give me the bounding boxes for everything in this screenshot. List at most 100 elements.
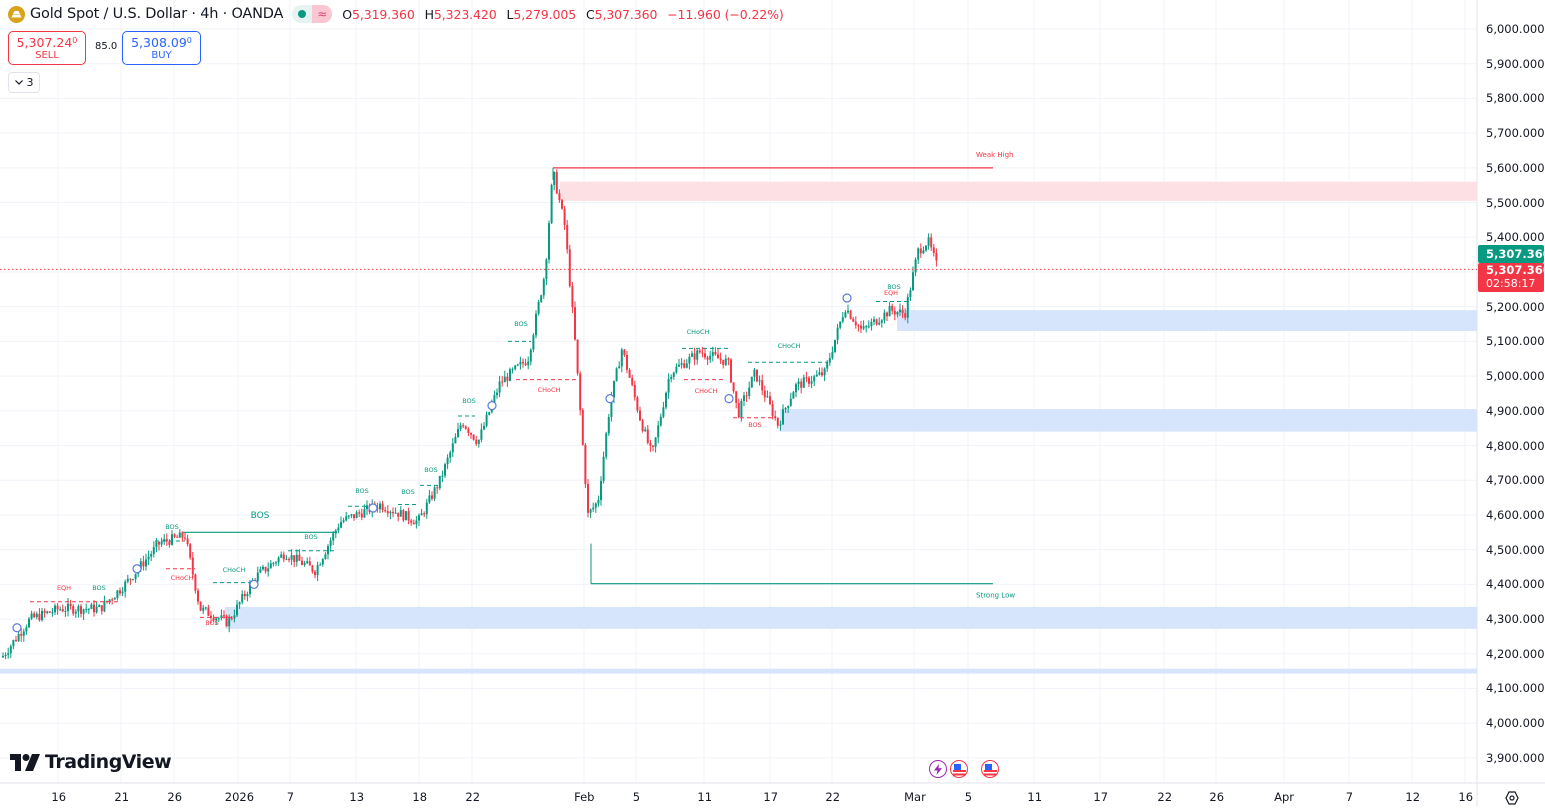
price-axis-label: 4,800.000 xyxy=(1486,438,1545,453)
time-axis-label: 21 xyxy=(114,790,130,804)
time-axis-label: Mar xyxy=(904,790,926,804)
sell-button[interactable]: 5,307.240 SELL xyxy=(8,31,86,65)
structure-label: CHoCH xyxy=(538,386,561,394)
tradingview-logo[interactable]: TradingView xyxy=(10,751,172,773)
structure-label: BOS xyxy=(887,283,901,291)
price-axis-label: 4,900.000 xyxy=(1486,403,1545,418)
demand-zone xyxy=(897,310,1477,331)
symbol-title[interactable]: Gold Spot / U.S. Dollar · 4h · OANDA xyxy=(30,6,284,22)
demand-zone xyxy=(0,668,1477,674)
supply-zone xyxy=(560,181,1477,201)
time-axis-label: 22 xyxy=(825,790,841,804)
swing-point-marker xyxy=(842,293,852,303)
price-axis-label: 5,200.000 xyxy=(1486,299,1545,314)
structure-label: BOS xyxy=(205,619,219,627)
time-axis-label: 22 xyxy=(1157,790,1173,804)
structure-label: BOS xyxy=(165,523,179,531)
structure-label: BOS xyxy=(355,487,369,495)
time-axis-label: 13 xyxy=(349,790,365,804)
time-axis-label: 11 xyxy=(697,790,713,804)
time-axis-label: 11 xyxy=(1027,790,1043,804)
price-axis-label: 4,600.000 xyxy=(1486,507,1545,522)
structure-label: EQH xyxy=(57,584,71,592)
demand-zone xyxy=(225,606,1477,629)
us-event-flag-icon[interactable] xyxy=(950,760,968,778)
bid-price-tag: 5,307.360 02:58:17 xyxy=(1478,263,1545,292)
indicators-toggle-button[interactable]: 3 xyxy=(8,72,40,93)
swing-point-marker xyxy=(12,623,22,633)
tradingview-logo-icon xyxy=(10,753,40,771)
time-axis-label: 17 xyxy=(1093,790,1109,804)
swing-point-marker xyxy=(132,564,142,574)
demand-zone xyxy=(780,409,1477,432)
time-axis-label: Apr xyxy=(1274,790,1294,804)
time-axis-label: 12 xyxy=(1405,790,1421,804)
swing-point-marker xyxy=(605,394,615,404)
market-status-pill[interactable]: ≈ xyxy=(292,5,333,23)
price-axis-label: 4,000.000 xyxy=(1486,716,1545,731)
us-event-flag-icon[interactable] xyxy=(981,760,999,778)
structure-label: BOS xyxy=(748,421,762,429)
chevron-down-icon xyxy=(14,80,23,85)
structure-label: BOS xyxy=(424,466,438,474)
time-axis-label: 5 xyxy=(632,790,641,804)
price-axis-label: 4,100.000 xyxy=(1486,681,1545,696)
event-lightning-icon[interactable] xyxy=(929,760,947,778)
price-axis-label: 5,600.000 xyxy=(1486,160,1545,175)
time-axis-label: 17 xyxy=(763,790,779,804)
structure-label: CHoCH xyxy=(223,566,246,574)
delayed-data-icon: ≈ xyxy=(312,5,333,23)
time-axis-label: 16 xyxy=(51,790,67,804)
time-axis-label: 5 xyxy=(964,790,973,804)
bar-countdown: 02:58:17 xyxy=(1486,277,1536,290)
gold-symbol-icon xyxy=(8,5,25,23)
price-axis-label: 4,200.000 xyxy=(1486,646,1545,661)
time-axis-label: 26 xyxy=(1209,790,1225,804)
swing-point-marker xyxy=(368,503,378,513)
structure-label: BOS xyxy=(514,320,528,328)
swing-point-marker xyxy=(487,401,497,411)
structure-label: CHoCH xyxy=(778,342,801,350)
price-axis-label: 5,400.000 xyxy=(1486,230,1545,245)
time-axis-label: 26 xyxy=(167,790,183,804)
last-price-tag: 5,307.360 xyxy=(1478,245,1545,263)
candles xyxy=(2,169,938,660)
structure-label: CHoCH xyxy=(687,328,710,336)
price-axis-label: 4,400.000 xyxy=(1486,577,1545,592)
level-label: Strong Low xyxy=(976,592,1015,600)
time-axis-label: Feb xyxy=(574,790,595,804)
level-label: Weak High xyxy=(976,151,1013,159)
price-axis-label: 5,100.000 xyxy=(1486,334,1545,349)
price-axis-label: 4,300.000 xyxy=(1486,612,1545,627)
structure-label: EQH xyxy=(884,289,898,297)
buy-button[interactable]: 5,308.090 BUY xyxy=(122,31,201,65)
chart-settings-button[interactable] xyxy=(1505,790,1519,809)
structure-label: CHoCH xyxy=(171,574,194,582)
price-axis-label: 6,000.000 xyxy=(1486,22,1545,36)
structure-label: BOS xyxy=(462,397,476,405)
symbol-header: Gold Spot / U.S. Dollar · 4h · OANDA ≈ O… xyxy=(8,5,790,23)
price-axis-label: 4,500.000 xyxy=(1486,542,1545,557)
price-change: −11.960 (−0.22%) xyxy=(667,6,784,22)
time-axis-label: 7 xyxy=(1345,790,1354,804)
settings-hexagon-icon xyxy=(1505,791,1519,805)
structure-label: BOS xyxy=(304,533,318,541)
structure-label: BOS xyxy=(251,511,270,521)
ohlc-values: O5,319.360 H5,323.420 L5,279.005 C5,307.… xyxy=(342,6,784,22)
time-axis-label: 16 xyxy=(1458,790,1474,804)
time-axis-label: 7 xyxy=(286,790,295,804)
swing-point-marker xyxy=(724,394,734,404)
time-axis-label: 2026 xyxy=(224,790,255,804)
price-axis-label: 3,900.000 xyxy=(1486,750,1545,765)
price-axis-label: 5,000.000 xyxy=(1486,369,1545,384)
structure-label: BOS xyxy=(92,584,106,592)
spread-value: 85.0 xyxy=(95,41,118,52)
price-axis-label: 5,500.000 xyxy=(1486,195,1545,210)
time-axis-label: 22 xyxy=(465,790,481,804)
price-axis-label: 5,800.000 xyxy=(1486,91,1545,106)
price-axis-label: 5,900.000 xyxy=(1486,56,1545,71)
structure-label: BOS xyxy=(401,488,415,496)
market-open-icon xyxy=(292,5,313,23)
swing-point-marker xyxy=(249,579,259,589)
